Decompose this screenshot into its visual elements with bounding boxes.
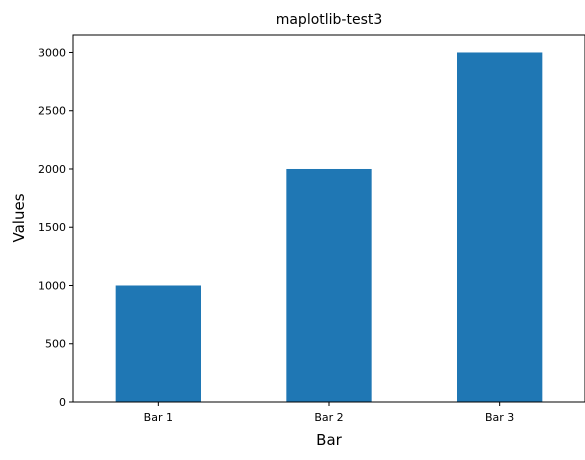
x-tick-label: Bar 3 (485, 411, 514, 424)
bar-1 (116, 285, 201, 402)
y-tick-label: 1000 (38, 279, 66, 292)
bar-3 (457, 52, 542, 402)
x-axis: Bar 1 Bar 2 Bar 3 (144, 402, 515, 424)
y-tick-label: 2000 (38, 163, 66, 176)
x-tick-label: Bar 2 (314, 411, 343, 424)
y-tick-label: 0 (59, 396, 66, 409)
y-tick-label: 1500 (38, 221, 66, 234)
y-axis-label: Values (10, 193, 28, 242)
y-axis: 0 500 1000 1500 2000 2500 3000 (38, 46, 73, 409)
bars-group (116, 52, 543, 402)
y-tick-label: 500 (45, 338, 66, 351)
chart-title: maplotlib-test3 (276, 12, 383, 28)
x-axis-label: Bar (316, 431, 342, 449)
bar-2 (286, 169, 371, 402)
x-tick-label: Bar 1 (144, 411, 173, 424)
y-tick-label: 2500 (38, 105, 66, 118)
y-tick-label: 3000 (38, 46, 66, 59)
